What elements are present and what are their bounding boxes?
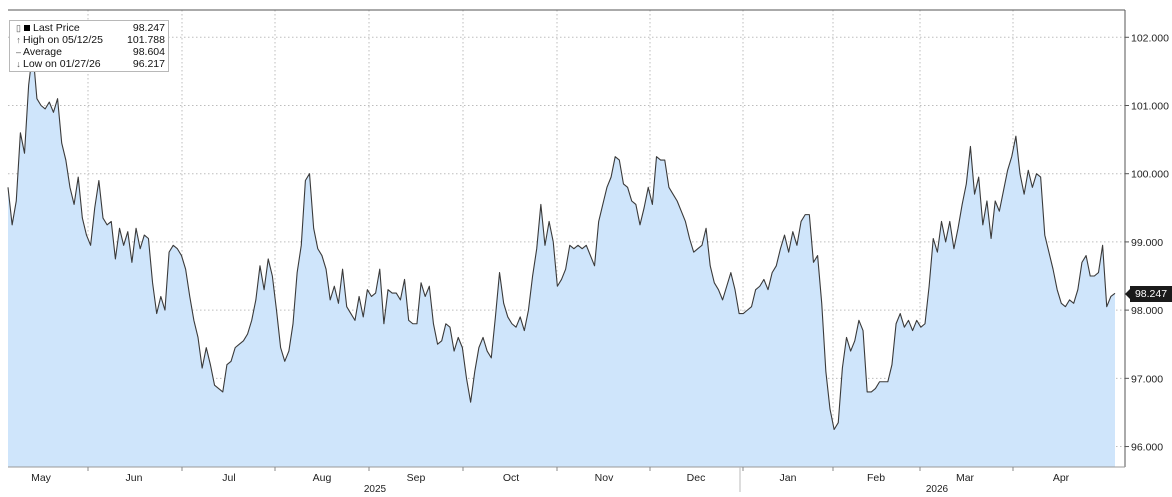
- legend-high-value: 101.788: [127, 34, 165, 46]
- x-tick-label: Dec: [687, 472, 706, 484]
- legend-row-high: ↑ High on 05/12/25 101.788: [14, 34, 165, 46]
- legend: ▯ Last Price 98.247 ↑ High on 05/12/25 101…: [9, 20, 169, 72]
- x-tick-label: Aug: [313, 472, 332, 484]
- legend-avg-label: Average: [23, 46, 62, 58]
- series-line-icon: ▯: [16, 23, 21, 33]
- legend-row-average: – Average 98.604: [14, 46, 165, 58]
- legend-high-label: High on 05/12/25: [23, 34, 103, 46]
- legend-last-value: 98.247: [132, 22, 165, 34]
- legend-row-low: ↓ Low on 01/27/26 96.217: [14, 58, 165, 70]
- y-tick-label: 101.000: [1131, 100, 1169, 112]
- series-area: [8, 50, 1115, 468]
- x-tick-label: Jan: [780, 472, 797, 484]
- x-tick-label: Nov: [595, 472, 614, 484]
- arrow-up-icon: ↑: [16, 35, 21, 45]
- y-tick-label: 102.000: [1131, 32, 1169, 44]
- legend-last-label: Last Price: [33, 22, 80, 34]
- series-square-icon: [24, 25, 30, 31]
- legend-row-last: ▯ Last Price 98.247: [14, 22, 165, 34]
- y-tick-label: 97.000: [1131, 373, 1163, 385]
- x-year-label: 2025: [364, 484, 387, 492]
- x-tick-label: Apr: [1053, 472, 1070, 484]
- area-layer: [7, 50, 1116, 468]
- axis-layer: 96.000 97.000 98.000 99.000 100.000 101.000 10…: [8, 9, 1169, 495]
- average-dash-icon: –: [15, 47, 21, 57]
- legend-low-value: 96.217: [132, 58, 165, 70]
- legend-avg-value: 98.604: [132, 46, 165, 58]
- y-tick-label: 100.000: [1131, 169, 1169, 181]
- x-tick-label: Sep: [407, 472, 426, 484]
- last-price-tag: 98.247: [1125, 286, 1172, 302]
- arrow-down-icon: ↓: [16, 59, 21, 69]
- y-tick-label: 99.000: [1131, 237, 1163, 249]
- series-line: [7, 50, 1116, 431]
- x-tick-label: Mar: [956, 472, 975, 484]
- x-tick-label: Jun: [126, 472, 143, 484]
- legend-low-label: Low on 01/27/26: [23, 58, 101, 70]
- x-year-label: 2026: [926, 484, 949, 492]
- x-tick-label: Oct: [503, 472, 519, 484]
- y-tick-label: 96.000: [1131, 442, 1163, 454]
- y-tick-label: 98.000: [1131, 305, 1163, 317]
- x-tick-label: Feb: [867, 472, 885, 484]
- x-tick-label: Jul: [222, 472, 235, 484]
- x-tick-label: May: [31, 472, 52, 484]
